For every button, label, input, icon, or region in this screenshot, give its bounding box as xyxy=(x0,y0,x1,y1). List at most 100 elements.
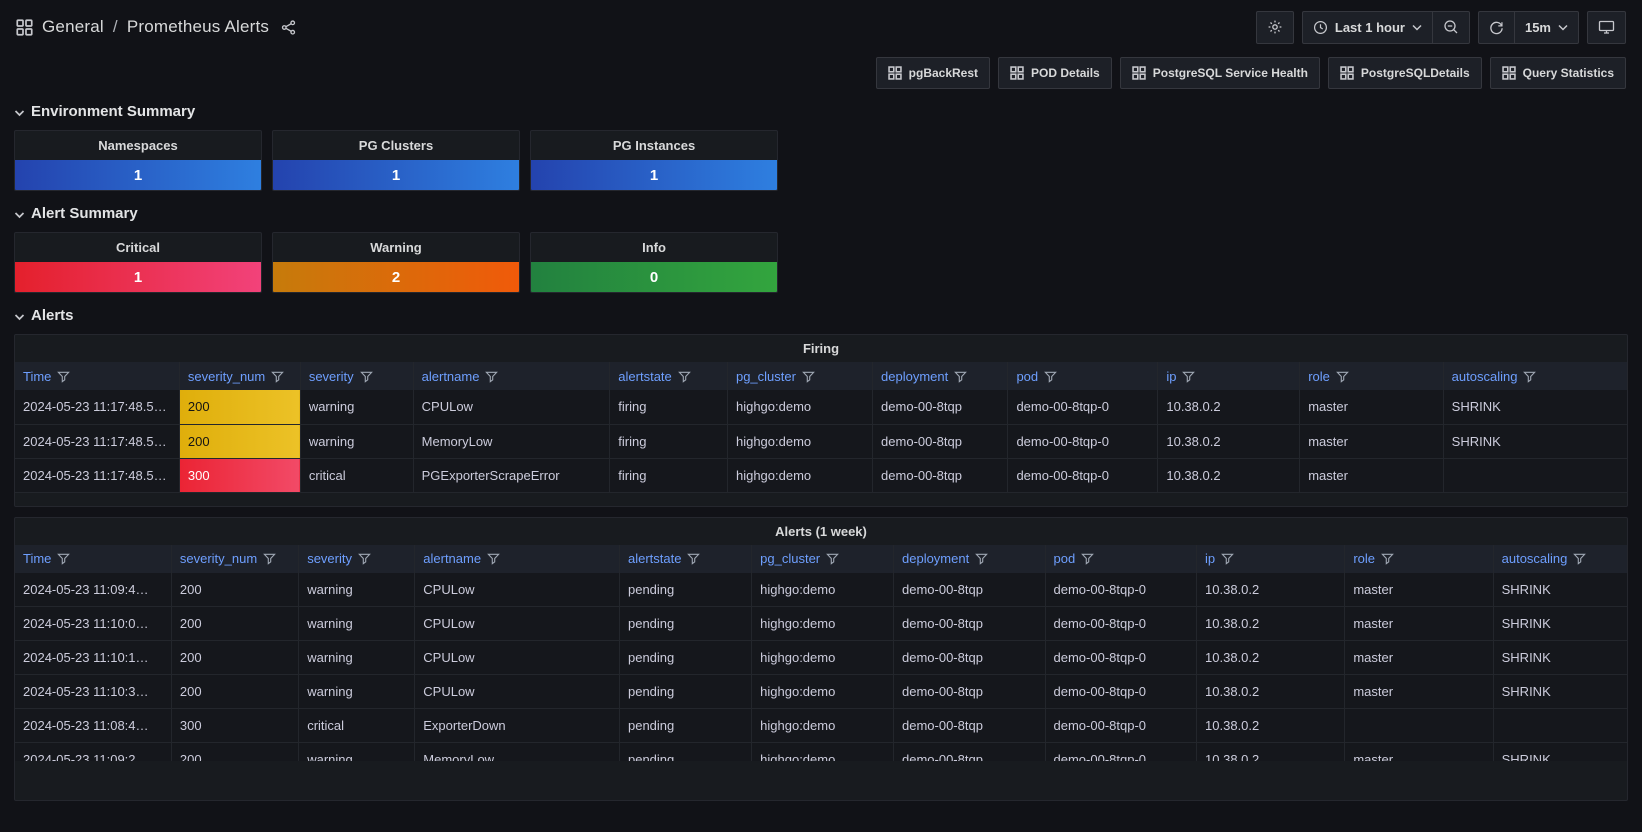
filter-icon[interactable] xyxy=(271,370,285,383)
column-header-alertname[interactable]: alertname xyxy=(414,544,620,573)
table-cell: master xyxy=(1299,390,1444,425)
refresh-icon xyxy=(1489,20,1504,35)
column-header-alertname[interactable]: alertname xyxy=(413,362,611,390)
column-header-role[interactable]: role xyxy=(1344,544,1494,573)
filter-icon[interactable] xyxy=(57,552,71,565)
table-cell: warning xyxy=(298,742,416,761)
column-header-label: role xyxy=(1353,551,1376,566)
column-header-alertstate[interactable]: alertstate xyxy=(619,544,753,573)
section-title: Environment Summary xyxy=(31,103,196,120)
filter-icon[interactable] xyxy=(487,552,500,565)
environment-stats-row: Namespaces 1 PG Clusters 1 PG Instances … xyxy=(14,130,1628,191)
filter-icon[interactable] xyxy=(954,370,968,383)
table-cell: critical xyxy=(298,708,416,743)
table-cell: demo-00-8tqp xyxy=(872,424,1009,459)
table-cell: 300 xyxy=(179,458,301,493)
column-header-autoscaling[interactable]: autoscaling xyxy=(1493,544,1627,573)
stat-value: 0 xyxy=(649,268,659,286)
column-header-severity[interactable]: severity xyxy=(300,362,414,390)
column-header-role[interactable]: role xyxy=(1299,362,1444,390)
filter-icon[interactable] xyxy=(358,552,371,565)
filter-icon[interactable] xyxy=(826,552,840,565)
stat-value: 1 xyxy=(649,166,659,184)
column-header-label: pg_cluster xyxy=(760,551,821,566)
stat-panel-namespaces: Namespaces 1 xyxy=(14,130,262,191)
dashboard-link-postgresql-service-health[interactable]: PostgreSQL Service Health xyxy=(1119,57,1320,89)
stat-panel-critical: Critical 1 xyxy=(14,232,262,293)
week-table-container[interactable]: Time severity_num severity alertname alertst… xyxy=(15,544,1627,761)
table-cell: 200 xyxy=(171,606,300,641)
dashboard-link-postgresqldetails[interactable]: PostgreSQLDetails xyxy=(1327,57,1482,89)
table-cell: 10.38.0.2 xyxy=(1196,742,1346,761)
panel-title: Alerts (1 week) xyxy=(775,523,867,539)
filter-icon[interactable] xyxy=(687,552,701,565)
dashboard-settings-button[interactable] xyxy=(1255,10,1294,44)
filter-icon[interactable] xyxy=(485,370,499,383)
table-cell: 10.38.0.2 xyxy=(1196,674,1346,709)
dashboard-link-pod-details[interactable]: POD Details xyxy=(998,57,1112,89)
table-cell: demo-00-8tqp xyxy=(872,458,1009,493)
dashboard-toolbar: Last 1 hour xyxy=(1255,10,1626,44)
breadcrumb-folder[interactable]: General xyxy=(42,17,104,36)
column-header-alertstate[interactable]: alertstate xyxy=(609,362,728,390)
filter-icon[interactable] xyxy=(802,370,815,383)
section-alert-summary[interactable]: Alert Summary xyxy=(14,205,1628,222)
apps-grid-icon[interactable] xyxy=(16,18,33,36)
column-header-ip[interactable]: ip xyxy=(1157,362,1301,390)
filter-icon[interactable] xyxy=(975,552,989,565)
column-header-pod[interactable]: pod xyxy=(1007,362,1159,390)
stat-value-bar: 2 xyxy=(273,262,519,292)
filter-icon[interactable] xyxy=(1182,370,1196,383)
filter-icon[interactable] xyxy=(677,370,691,383)
column-header-severity_num[interactable]: severity_num xyxy=(179,362,301,390)
dashboard-link-query-statistics[interactable]: Query Statistics xyxy=(1489,57,1626,89)
section-title: Alert Summary xyxy=(31,205,138,222)
table-cell: 2024-05-23 11:08:4… xyxy=(15,708,172,743)
table-cell: master xyxy=(1344,742,1494,761)
column-header-pod[interactable]: pod xyxy=(1045,544,1198,573)
filter-icon[interactable] xyxy=(1221,552,1235,565)
table-cell: SHRINK xyxy=(1493,606,1627,641)
table-cell: master xyxy=(1344,674,1494,709)
stat-panel-warning: Warning 2 xyxy=(272,232,520,293)
section-environment-summary[interactable]: Environment Summary xyxy=(14,103,1628,120)
column-header-time[interactable]: Time xyxy=(15,544,172,573)
filter-icon[interactable] xyxy=(263,552,277,565)
table-cell: highgo:demo xyxy=(727,458,874,493)
refresh-interval-picker[interactable]: 15m xyxy=(1513,10,1579,44)
column-header-deployment[interactable]: deployment xyxy=(893,544,1046,573)
filter-icon[interactable] xyxy=(359,370,373,383)
column-header-severity_num[interactable]: severity_num xyxy=(171,544,300,573)
filter-icon[interactable] xyxy=(1523,370,1537,383)
filter-icon[interactable] xyxy=(1336,370,1349,383)
table-cell: PGExporterScrapeError xyxy=(413,458,611,493)
tv-mode-button[interactable] xyxy=(1587,10,1626,44)
filter-icon[interactable] xyxy=(57,370,71,383)
chevron-down-icon xyxy=(14,211,25,219)
chevron-down-icon xyxy=(1558,24,1568,31)
column-header-pg_cluster[interactable]: pg_cluster xyxy=(727,362,874,390)
column-header-deployment[interactable]: deployment xyxy=(872,362,1009,390)
apps-grid-icon xyxy=(1340,66,1354,80)
time-range-picker[interactable]: Last 1 hour xyxy=(1301,10,1432,44)
column-header-time[interactable]: Time xyxy=(15,362,180,390)
filter-icon[interactable] xyxy=(1381,552,1394,565)
column-header-autoscaling[interactable]: autoscaling xyxy=(1443,362,1627,390)
filter-icon[interactable] xyxy=(1573,552,1587,565)
column-header-ip[interactable]: ip xyxy=(1196,544,1346,573)
zoom-out-button[interactable] xyxy=(1431,10,1470,44)
section-alerts[interactable]: Alerts xyxy=(14,307,1628,324)
table-row: 2024-05-23 11:17:48.5… 200 warning CPULow fi… xyxy=(15,390,1627,425)
column-header-pg_cluster[interactable]: pg_cluster xyxy=(751,544,894,573)
refresh-button[interactable] xyxy=(1477,10,1514,44)
table-cell: demo-00-8tqp-0 xyxy=(1045,742,1198,761)
filter-icon[interactable] xyxy=(1044,370,1058,383)
share-icon[interactable] xyxy=(281,19,296,35)
column-header-severity[interactable]: severity xyxy=(298,544,416,573)
link-label: PostgreSQL Service Health xyxy=(1152,66,1308,80)
table-cell: highgo:demo xyxy=(751,674,894,709)
dashboard-link-pgbackrest[interactable]: pgBackRest xyxy=(875,57,991,89)
dashboard-links-row: pgBackRest POD Details PostgreSQL Servic… xyxy=(0,54,1642,89)
filter-icon[interactable] xyxy=(1081,552,1095,565)
chevron-down-icon xyxy=(14,109,25,117)
